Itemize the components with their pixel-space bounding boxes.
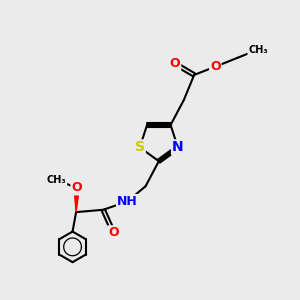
Text: CH₃: CH₃ [47, 175, 67, 185]
Text: O: O [210, 60, 221, 73]
Text: S: S [135, 140, 145, 154]
Text: CH₃: CH₃ [248, 45, 268, 55]
Text: O: O [71, 182, 82, 194]
Text: NH: NH [117, 195, 138, 208]
Text: O: O [170, 57, 180, 70]
Text: N: N [172, 140, 184, 154]
Polygon shape [74, 188, 79, 212]
Text: O: O [108, 226, 119, 239]
